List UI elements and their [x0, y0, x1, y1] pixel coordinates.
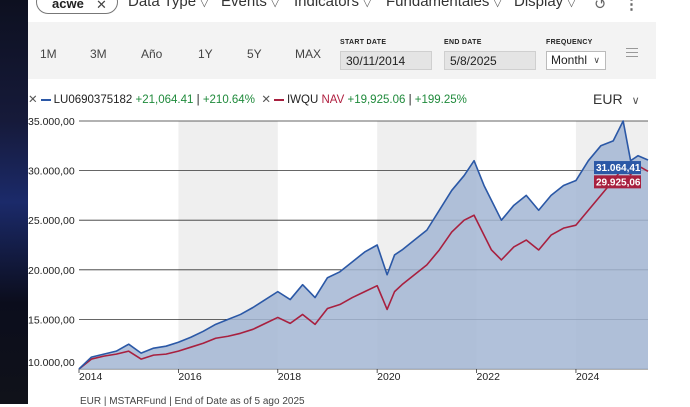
reset-icon[interactable]: ↺	[594, 0, 607, 13]
x-tick-label: 2020	[377, 371, 401, 383]
menu-events-label: Events	[221, 0, 267, 10]
chevron-down-icon: ∨	[593, 55, 600, 65]
x-tick-label: 2018	[278, 371, 302, 383]
end-label-text: 31.064,41	[596, 163, 641, 174]
x-tick-label: 2022	[477, 371, 501, 383]
series-1-area	[79, 121, 648, 369]
chevron-down-icon: ▽	[270, 0, 280, 9]
frequency-value: Monthl	[551, 53, 588, 67]
series-1-change: +21,064.41	[135, 94, 194, 106]
series-1-end-label: 31.064,41	[594, 161, 641, 175]
chevron-down-icon: ∨	[631, 95, 640, 107]
toolbar: acwe ✕ Data Type ▽ Events ▽ Indicators ▽ Fu…	[28, 0, 690, 22]
currency-select[interactable]: EUR ∨	[593, 91, 640, 107]
series-1-pct: +210.64%	[202, 94, 255, 106]
range-5y-button[interactable]: 5Y	[247, 47, 262, 61]
series-2-pct: +199.25%	[414, 94, 467, 106]
series-2-end-label: 29.925,06	[594, 175, 641, 189]
chevron-down-icon: ▽	[200, 0, 209, 9]
menu-fundamentales-label: Fundamentales	[386, 0, 490, 10]
series-1-name: LU0690375182	[53, 94, 133, 106]
series-2-name: IWQU	[286, 94, 319, 106]
end-date-label: END DATE	[444, 39, 482, 46]
x-tick-label: 2016	[178, 371, 202, 383]
search-value: acwe	[52, 0, 84, 11]
range-1m-button[interactable]: 1M	[40, 47, 57, 61]
series-2-swatch	[273, 98, 284, 101]
clear-search-icon[interactable]: ✕	[96, 0, 107, 12]
end-label-bg	[594, 175, 641, 189]
chevron-down-icon: ▽	[493, 0, 502, 9]
series-1-swatch	[40, 98, 51, 101]
y-tick-label: 20.000,00	[28, 265, 75, 277]
y-tick-label: 30.000,00	[28, 166, 75, 178]
range-3m-button[interactable]: 3M	[90, 47, 107, 61]
menu-events[interactable]: Events ▽	[221, 0, 279, 10]
end-label-bg	[594, 161, 641, 175]
menu-indicators[interactable]: Indicators ▽	[294, 0, 372, 10]
end-label-text: 29.925,06	[596, 177, 641, 188]
chart-legend: ✕ LU0690375182 +21,064.41 | +210.64% ✕ IWQ…	[28, 92, 467, 106]
y-tick-label: 25.000,00	[28, 215, 75, 227]
range-max-button[interactable]: MAX	[295, 47, 322, 61]
series-2-change: +19,925.06	[347, 94, 406, 106]
range-1y-button[interactable]: 1Y	[198, 47, 213, 61]
y-tick-label: 35.000,00	[28, 116, 75, 128]
menu-display-label: Display	[514, 0, 564, 10]
more-options-icon[interactable]: ⋮	[624, 0, 639, 13]
menu-data-type[interactable]: Data Type ▽	[128, 0, 209, 10]
menu-indicators-label: Indicators	[294, 0, 360, 10]
x-tick-label: 2024	[576, 371, 600, 383]
start-date-label: START DATE	[340, 39, 387, 46]
end-date-field[interactable]: 5/8/2025	[444, 51, 536, 70]
frequency-select[interactable]: Monthl ∨	[546, 51, 606, 70]
background-strip	[0, 0, 28, 404]
chart-footer: EUR | MSTARFund | End of Date as of 5 ag…	[80, 396, 305, 407]
y-tick-label: 15.000,00	[28, 314, 75, 326]
chevron-down-icon: ▽	[567, 0, 576, 9]
menu-data-type-label: Data Type	[128, 0, 197, 10]
currency-value: EUR	[593, 91, 623, 107]
menu-display[interactable]: Display ▽	[514, 0, 576, 10]
start-date-field[interactable]: 30/11/2014	[340, 51, 432, 70]
series-1-line	[78, 120, 649, 370]
series-2-sep: |	[408, 94, 412, 106]
x-tick-label: 2014	[79, 371, 103, 383]
chevron-down-icon: ▽	[363, 0, 372, 9]
range-ytd-button[interactable]: Año	[141, 47, 163, 61]
list-icon[interactable]	[626, 45, 638, 60]
frequency-label: FREQUENCY	[546, 39, 593, 46]
menu-fundamentales[interactable]: Fundamentales ▽	[386, 0, 502, 10]
series-1-sep: |	[196, 94, 200, 106]
series-2-line	[78, 164, 649, 370]
y-tick-label: 10.000,00	[28, 357, 75, 369]
series-2-nav: NAV	[321, 94, 345, 106]
remove-series-1-icon[interactable]: ✕	[28, 94, 38, 106]
remove-series-2-icon[interactable]: ✕	[261, 94, 271, 106]
controls-panel: 1M 3M Año 1Y 5Y MAX START DATE 30/11/201…	[28, 22, 656, 79]
